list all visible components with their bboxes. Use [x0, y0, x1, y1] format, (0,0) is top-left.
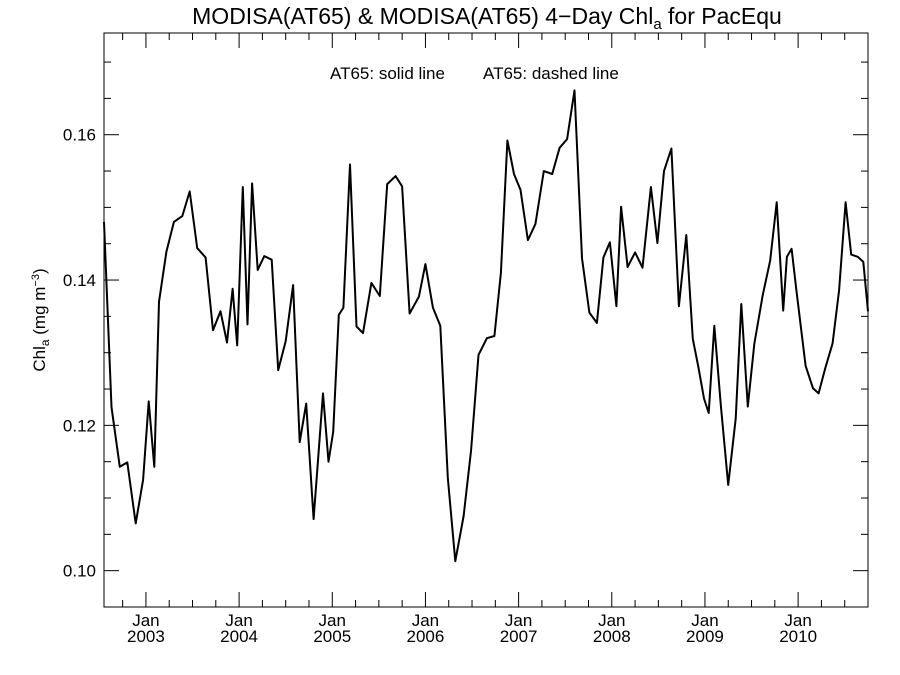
x-tick-year-label: 2004 — [220, 627, 258, 646]
x-tick-year-label: 2003 — [127, 627, 165, 646]
series-group — [103, 89, 869, 563]
plot-frame — [103, 32, 869, 608]
legend-dashed-text: AT65: dashed line — [483, 64, 619, 83]
y-axis-label: Chla (mg m−3) — [30, 268, 52, 371]
x-tick-month-label: Jan — [691, 611, 718, 630]
x-tick-month-label: Jan — [225, 611, 252, 630]
y-tick-label: 0.12 — [63, 416, 96, 435]
chart-title: MODISA(AT65) & MODISA(AT65) 4−Day Chla f… — [192, 3, 782, 33]
x-tick-month-label: Jan — [505, 611, 532, 630]
y-axis-label-subscript: a — [38, 339, 52, 346]
x-tick-month-label: Jan — [598, 611, 625, 630]
x-tick-month-label: Jan — [784, 611, 811, 630]
x-tick-year-label: 2009 — [686, 627, 724, 646]
series-line-solid — [103, 89, 869, 563]
y-tick-label: 0.10 — [63, 562, 96, 581]
x-tick-month-label: Jan — [412, 611, 439, 630]
x-tick-year-label: 2010 — [779, 627, 817, 646]
chart-title-main: MODISA(AT65) & MODISA(AT65) 4−Day Chl — [192, 3, 653, 29]
x-tick-year-label: 2007 — [500, 627, 538, 646]
axis-ticks — [104, 33, 869, 608]
x-tick-year-label: 2006 — [407, 627, 445, 646]
y-axis-label-main: Chl — [30, 346, 49, 372]
y-tick-label: 0.14 — [63, 271, 96, 290]
y-axis-label-superscript: −3 — [30, 274, 42, 287]
y-axis-label-unit: (mg m — [30, 287, 49, 340]
x-tick-month-label: Jan — [319, 611, 346, 630]
x-tick-month-label: Jan — [132, 611, 159, 630]
legend-solid-text: AT65: solid line — [330, 64, 445, 83]
y-axis-label-close: ) — [30, 268, 49, 274]
x-tick-year-label: 2008 — [593, 627, 631, 646]
chart-title-suffix: for PacEqu — [662, 3, 782, 29]
chart-title-subscript: a — [653, 16, 662, 33]
y-tick-label: 0.16 — [63, 126, 96, 145]
axis-tick-labels: 0.100.120.140.16Jan2003Jan2004Jan2005Jan… — [63, 126, 817, 646]
x-tick-year-label: 2005 — [313, 627, 351, 646]
